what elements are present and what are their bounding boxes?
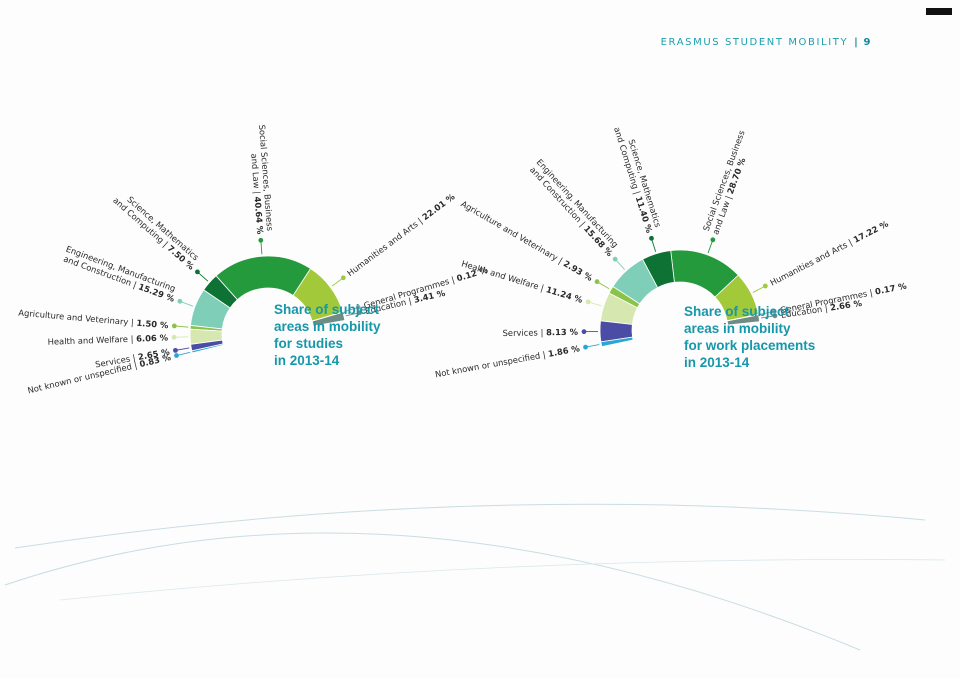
label-line: Agriculture and Veterinary |: [18, 307, 137, 327]
leader-dot-engineering-manufacturing-and-construction: [612, 256, 618, 262]
label-science-mathematics-and-computing: Science, Mathematics and Computing | 11.…: [612, 123, 664, 235]
chart-title-line: for studies: [274, 336, 343, 351]
label-social-sciences-business-and-law: Social Sciences, Business and Law | 40.6…: [247, 124, 275, 235]
segment-health-and-welfare: [600, 292, 638, 325]
leader-dot-engineering-manufacturing-and-construction: [177, 298, 183, 304]
leader-dot-not-known-or-unspecified: [174, 353, 179, 358]
chart-title-line: areas in mobility: [684, 321, 791, 336]
chart-title-line: for work placements: [684, 338, 815, 353]
label-line: Humanities and Arts |: [345, 214, 426, 278]
leader-dot-health-and-welfare: [585, 299, 591, 305]
segment-engineering-manufacturing-and-construction: [612, 258, 659, 305]
chart-title-line: in 2013-14: [274, 353, 340, 368]
label-social-sciences-business-and-law: Social Sciences, Business and Law | 28.7…: [701, 126, 757, 235]
label-value: 2.93 %: [562, 258, 595, 283]
decorative-curves: [4, 503, 946, 651]
leader-dot-agriculture-and-veterinary: [171, 323, 177, 329]
label-value: 1.50 %: [136, 318, 169, 331]
segment-science-mathematics-and-computing: [642, 250, 675, 289]
page-tab-marker: [926, 8, 952, 15]
leader-dot-agriculture-and-veterinary: [594, 279, 600, 285]
label-value: 40.64 %: [253, 196, 266, 235]
segment-humanities-and-arts: [714, 274, 759, 322]
segment-social-sciences-business-and-law: [670, 249, 739, 298]
header-title: ERASMUS STUDENT MOBILITY: [660, 37, 849, 48]
segment-services: [599, 320, 633, 343]
label-value: 11.24 %: [545, 284, 585, 305]
chart-title-line: in 2013-14: [684, 355, 750, 370]
leader-dot-humanities-and-arts: [340, 275, 346, 281]
leader-dot-science-mathematics-and-computing: [195, 269, 200, 275]
label-engineering-manufacturing-and-construction: Engineering, Manufacturing and Construct…: [61, 244, 180, 304]
chart-title-line: Share of subject: [274, 302, 380, 317]
leader-dot-general-programmes: [771, 309, 777, 314]
leader-dot-health-and-welfare: [171, 334, 177, 340]
label-value: 0.17 %: [874, 281, 908, 297]
label-agriculture-and-veterinary: Agriculture and Veterinary | 1.50 %: [18, 307, 169, 330]
segment-science-mathematics-and-computing: [203, 275, 238, 309]
label-line: Services |: [502, 327, 546, 338]
label-humanities-and-arts: Humanities and Arts | 17.22 %: [768, 218, 890, 287]
page-number: 9: [863, 37, 872, 48]
label-humanities-and-arts: Humanities and Arts | 22.01 %: [345, 191, 457, 278]
label-health-and-welfare: Health and Welfare | 6.06 %: [47, 333, 168, 347]
leader-dot-social-sciences-business-and-law: [258, 237, 264, 243]
label-services: Services | 8.13 %: [502, 327, 578, 338]
label-value: 22.01 %: [420, 191, 457, 222]
leader-dot-education: [357, 310, 362, 316]
segment-humanities-and-arts: [292, 268, 344, 322]
donut-chart-studies: Education | 3.41 %General Programmes | 0…: [18, 124, 490, 395]
segment-not-known-or-unspecified: [191, 343, 224, 354]
label-value: 8.13 %: [546, 327, 579, 338]
label-line: Health and Welfare |: [47, 334, 136, 347]
label-line: Not known or unspecified |: [26, 359, 140, 395]
leader-dot-science-mathematics-and-computing: [649, 235, 654, 241]
label-line: Not known or unspecified |: [434, 349, 549, 379]
chart-title-line: Share of subject: [684, 304, 790, 319]
label-line: Engineering, Manufacturing: [535, 157, 623, 251]
label-science-mathematics-and-computing: Science, Mathematics and Computing | 7.5…: [111, 188, 203, 272]
leader-dot-general-programmes: [355, 305, 361, 310]
segment-social-sciences-business-and-law: [215, 255, 312, 301]
label-line: and Law |: [249, 153, 262, 197]
donut-chart-placements: Education | 2.66 %General Programmes | 0…: [434, 123, 908, 380]
label-value: 2.66 %: [829, 298, 863, 313]
chart-title-studies: Share of subject areas in mobility for stu…: [274, 302, 381, 368]
segment-engineering-manufacturing-and-construction: [190, 289, 231, 330]
leader-dot-humanities-and-arts: [762, 283, 768, 289]
segment-not-known-or-unspecified: [600, 336, 634, 348]
leader-dot-services: [173, 347, 178, 353]
label-line: Agriculture and Veterinary |: [459, 199, 566, 267]
label-value: 6.06 %: [136, 333, 169, 344]
label-not-known-or-unspecified: Not known or unspecified | 1.86 %: [434, 343, 581, 379]
chart-title-placements: Share of subject areas in mobility for wor…: [684, 304, 815, 370]
running-header: ERASMUS STUDENT MOBILITY | 9: [660, 37, 872, 48]
label-value: 1.86 %: [547, 343, 581, 359]
leader-dot-education: [772, 313, 778, 319]
label-general-programmes: General Programmes | 0.12 %: [363, 265, 490, 311]
label-line: Science, Mathematics: [125, 194, 203, 264]
segment-education: [311, 311, 346, 327]
leader-dot-not-known-or-unspecified: [583, 344, 588, 350]
label-value: 17.22 %: [852, 218, 891, 244]
leader-dot-services: [581, 329, 587, 335]
label-line: Humanities and Arts |: [768, 236, 856, 288]
chart-title-line: areas in mobility: [274, 319, 381, 334]
leader-dot-social-sciences-business-and-law: [710, 237, 716, 243]
segment-health-and-welfare: [189, 328, 223, 345]
